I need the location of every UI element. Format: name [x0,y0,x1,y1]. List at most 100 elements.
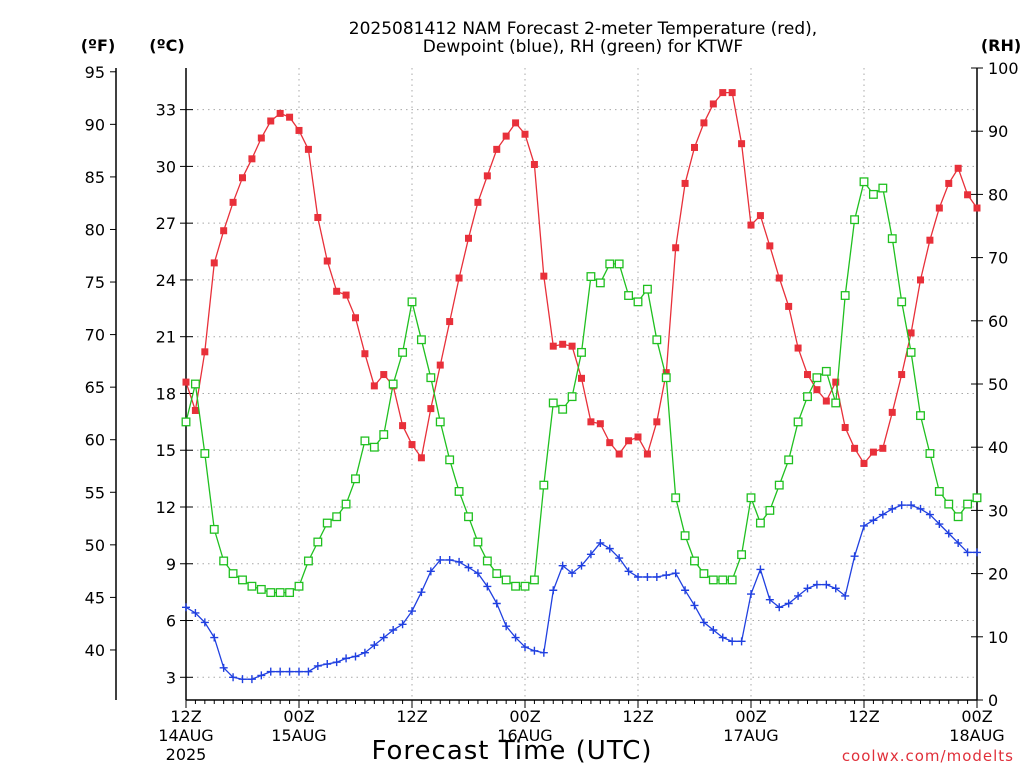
temperature-point [220,227,228,235]
rh-series [181,177,982,598]
rh-point [803,392,812,402]
rh-point [624,291,634,300]
rh-point [473,537,483,547]
rh-point [680,531,690,541]
rh-point [850,215,860,225]
chart-title-line-1: 2025081412 NAM Forecast 2-meter Temperat… [349,19,817,39]
temperature-point [917,276,924,284]
temperature-point [521,130,529,138]
rh-point [416,335,426,345]
dewpoint-point [577,561,586,570]
fahrenheit-tick-label: 75 [85,273,105,292]
dewpoint-point [831,584,840,593]
fahrenheit-tick-label: 60 [85,431,105,450]
dewpoint-point [257,671,266,680]
temperature-point [898,371,906,379]
celsius-tick-label: 9 [166,555,176,574]
rh-point [492,569,502,579]
celsius-tick-label: 30 [156,157,176,176]
temperature-point [380,371,388,379]
dewpoint-point [238,675,247,684]
temperature-point [304,145,312,153]
temperature-point [596,420,604,428]
temperature-point [370,382,378,390]
dewpoint-point [295,667,303,676]
fahrenheit-tick-label: 55 [85,483,105,502]
data-series [181,89,982,684]
temperature-point [964,191,972,199]
rh-point [454,486,464,496]
temperature-point [775,274,783,282]
rh-point [812,373,822,383]
temperature-point [257,134,265,142]
rh-line [185,180,978,594]
dewpoint-point [483,582,492,591]
dewpoint-point [200,618,209,627]
rh-point [341,499,351,509]
celsius-tick-label: 27 [156,214,176,233]
temperature-series [182,89,981,467]
temperature-point [973,204,981,212]
dewpoint-point [737,637,746,646]
rh-point [614,259,624,269]
rh-point [840,291,850,300]
temperature-point [804,371,811,379]
rh-tick-label: 20 [988,565,1008,584]
dewpoint-point [182,603,190,612]
rh-point [200,449,210,458]
celsius-tick-label: 33 [156,101,176,120]
dewpoint-point [426,567,435,576]
temperature-point [851,444,859,452]
x-tick-label: 00Z [735,707,766,726]
temperature-point [822,397,830,405]
temperature-point [493,145,501,153]
rh-point [793,417,803,427]
dewpoint-point [285,667,294,676]
dewpoint-point [210,633,219,642]
temperature-point [474,198,482,206]
dewpoint-point [709,625,718,634]
dewpoint-point [313,661,322,670]
celsius-tick-label: 3 [166,668,176,687]
rh-point [859,177,869,187]
rh-point [426,373,436,383]
temperature-point [239,174,246,182]
dewpoint-point [568,569,577,578]
temperature-line [185,91,978,465]
rh-tick-label: 0 [988,691,998,710]
temperature-point [578,374,585,382]
dewpoint-point [765,595,774,604]
temperature-point [766,242,774,250]
temperature-point [625,437,633,445]
rh-point [577,347,586,357]
temperature-point [427,405,435,413]
rh-point [567,392,577,402]
rh-point [313,537,323,547]
temperature-point [267,117,275,125]
fahrenheit-tick-label: 50 [85,536,105,555]
rh-point [887,234,897,244]
chart-axes [110,67,983,708]
dewpoint-point [304,667,313,676]
dewpoint-point [841,591,850,600]
rh-point [708,575,718,585]
temperature-point [869,448,877,456]
dewpoint-point [247,675,256,684]
temperature-point [342,291,350,299]
temperature-point [813,386,821,394]
temperature-point [907,329,915,337]
rh-point [181,417,191,427]
temperature-point [408,441,416,449]
dewpoint-point [897,501,906,510]
rh-point [360,436,370,446]
rh-point [369,442,379,452]
dewpoint-point [351,652,360,661]
rh-tick-label: 100 [988,59,1019,78]
dewpoint-point [718,633,727,642]
temperature-point [276,109,284,117]
tick-labels: 369121518212427303312Z14AUG202500Z15AUG1… [85,59,1019,764]
dewpoint-point [521,643,529,652]
rh-point [737,550,747,560]
dewpoint-point [973,548,981,557]
temperature-point [954,164,962,172]
